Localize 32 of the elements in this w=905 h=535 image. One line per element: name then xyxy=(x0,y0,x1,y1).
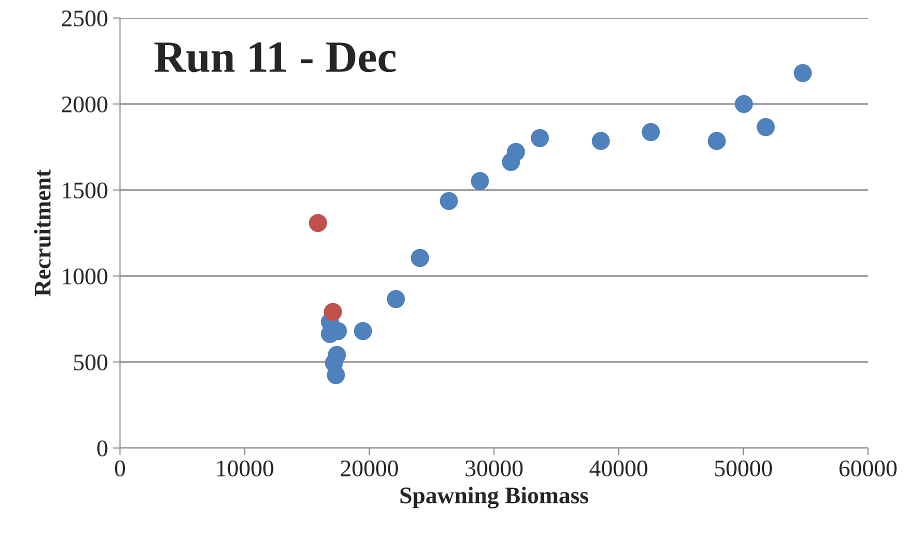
point xyxy=(354,322,372,340)
point xyxy=(440,192,458,210)
point xyxy=(734,94,753,114)
point xyxy=(324,302,342,322)
x-tick-label: 20000 xyxy=(340,460,398,476)
point xyxy=(530,129,549,148)
point xyxy=(592,132,610,150)
x-tick-label: 50000 xyxy=(715,460,772,476)
x-tick-label: 10000 xyxy=(217,460,274,476)
x-tick-label: 30000 xyxy=(466,460,523,476)
x-tick-label: 40000 xyxy=(590,460,648,476)
point xyxy=(470,172,489,190)
chart-title: Run 11 - Dec xyxy=(154,42,396,72)
point xyxy=(506,142,525,162)
point xyxy=(308,214,328,232)
x-tick-label: 0 xyxy=(114,460,126,476)
y-axis-title: Recruitment xyxy=(34,170,51,296)
point xyxy=(326,366,345,384)
point xyxy=(794,64,812,82)
y-tick-label: 1000 xyxy=(63,268,108,284)
y-tick-label: 1500 xyxy=(63,182,108,198)
point xyxy=(708,132,726,150)
point xyxy=(642,122,660,142)
y-tick-label: 2500 xyxy=(62,10,108,26)
point xyxy=(386,290,405,308)
x-tick-label: 60000 xyxy=(840,460,897,476)
y-tick-label: 2000 xyxy=(62,96,108,112)
y-tick-label: 500 xyxy=(74,354,108,370)
x-axis-title: Spawning Biomass xyxy=(400,486,588,508)
point xyxy=(756,118,775,136)
y-tick-label: 0 xyxy=(97,440,108,456)
point xyxy=(410,248,430,267)
